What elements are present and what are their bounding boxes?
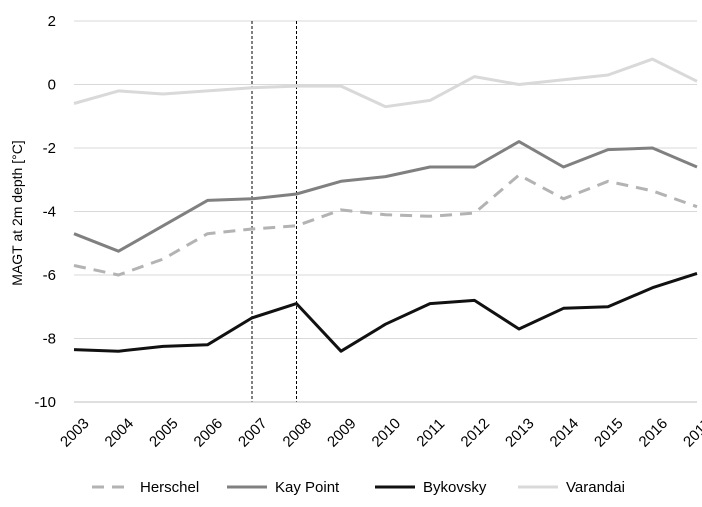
x-tick-label: 2017 [680,415,702,451]
x-tick-label: 2006 [191,415,227,451]
y-axis-label: MAGT at 2m depth [°C] [9,140,25,285]
legend-label: Herschel [140,479,199,496]
y-tick-label: -8 [43,331,56,348]
x-tick-label: 2013 [502,415,538,451]
legend-label: Bykovsky [423,479,487,496]
y-tick-label: 2 [48,13,56,30]
x-tick-label: 2011 [413,415,448,450]
x-tick-label: 2012 [458,415,494,451]
legend: Herschel Kay Point Bykovsky Varandai [92,479,625,496]
y-tick-label: 0 [48,77,56,94]
x-tick-label: 2014 [547,415,583,451]
legend-label: Kay Point [275,479,340,496]
y-tick-label: -10 [34,394,56,411]
marker-lines [251,21,297,402]
x-tick-labels: 2003 2004 2005 2006 2007 2008 2009 2010 2011 2012… [57,415,702,451]
x-tick-label: 2016 [636,415,672,451]
x-tick-label: 2007 [235,415,271,451]
x-tick-label: 2003 [57,415,93,451]
series-kay-point [73,140,698,253]
y-tick-label: -6 [43,267,56,284]
x-tick-label: 2005 [146,415,182,451]
x-tick-label: 2008 [280,415,316,451]
x-tick-label: 2015 [591,415,627,451]
y-tick-labels: 2 0 -2 -4 -6 -8 -10 [34,13,56,411]
y-tick-label: -2 [43,140,56,157]
x-tick-label: 2009 [324,415,360,451]
series-bykovsky [73,271,698,353]
series-varandai [73,57,698,109]
x-tick-label: 2004 [102,415,138,451]
x-tick-label: 2010 [369,415,405,451]
y-tick-label: -4 [43,204,56,221]
legend-label: Varandai [566,479,625,496]
series-herschel [73,173,698,277]
series-lines [73,57,698,353]
